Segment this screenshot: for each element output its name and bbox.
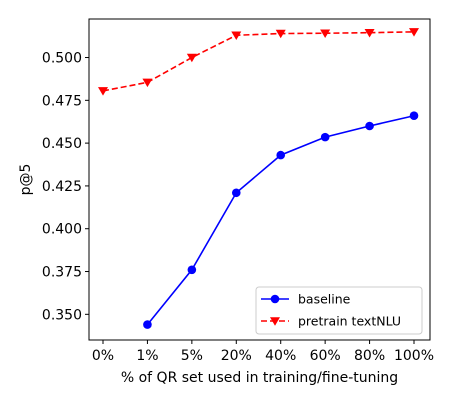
y-axis-label: p@5 — [18, 164, 34, 196]
x-tick-label: 0% — [92, 348, 114, 364]
y-axis: 0.350 0.375 0.400 0.425 0.450 0.475 0.500 — [42, 51, 89, 323]
data-point — [276, 150, 286, 160]
x-tick-label: 1% — [136, 348, 158, 364]
x-tick-label: 60% — [310, 348, 341, 364]
data-point — [409, 28, 419, 37]
legend-label: baseline — [298, 292, 351, 307]
data-point — [275, 29, 286, 39]
y-tick-label: 0.375 — [42, 265, 82, 281]
data-point — [365, 121, 374, 131]
x-axis-label: % of QR set used in training/fine-tuning — [121, 370, 398, 386]
y-tick-label: 0.450 — [42, 136, 82, 152]
data-point — [142, 78, 153, 88]
data-point — [143, 320, 152, 329]
data-point — [186, 53, 197, 63]
x-tick-label: 80% — [354, 348, 385, 364]
data-point — [98, 87, 108, 96]
y-tick-label: 0.350 — [42, 307, 82, 323]
data-point — [320, 132, 330, 142]
series-baseline — [143, 111, 419, 329]
legend-entry: baseline — [261, 292, 351, 307]
plot-frame — [88, 18, 431, 341]
legend-marker — [270, 294, 280, 304]
x-tick-label: 100% — [394, 348, 434, 364]
y-tick-label: 0.400 — [42, 222, 82, 238]
x-axis: 0% 1% 5% 20% 40% 60% 80% 100% — [92, 340, 434, 364]
chart-marks — [98, 28, 419, 329]
x-tick-label: 20% — [221, 348, 252, 364]
data-point — [187, 265, 197, 275]
data-point — [320, 29, 331, 38]
y-tick-label: 0.425 — [42, 179, 82, 195]
y-tick-label: 0.500 — [42, 51, 82, 67]
legend-box — [255, 286, 423, 335]
data-point — [231, 188, 241, 198]
data-point — [409, 111, 419, 121]
legend-marker — [270, 317, 280, 326]
legend-entry: pretrain textNLU — [261, 314, 401, 329]
x-tick-label: 40% — [265, 348, 296, 364]
data-point — [231, 31, 242, 41]
legend: baseline pretrain textNLU — [255, 286, 423, 335]
series-line — [102, 31, 415, 92]
x-tick-label: 5% — [181, 348, 203, 364]
legend-label: pretrain textNLU — [298, 314, 401, 329]
data-point — [364, 28, 375, 38]
y-tick-label: 0.475 — [42, 93, 82, 109]
series-pretrain-textNLU — [98, 28, 419, 96]
